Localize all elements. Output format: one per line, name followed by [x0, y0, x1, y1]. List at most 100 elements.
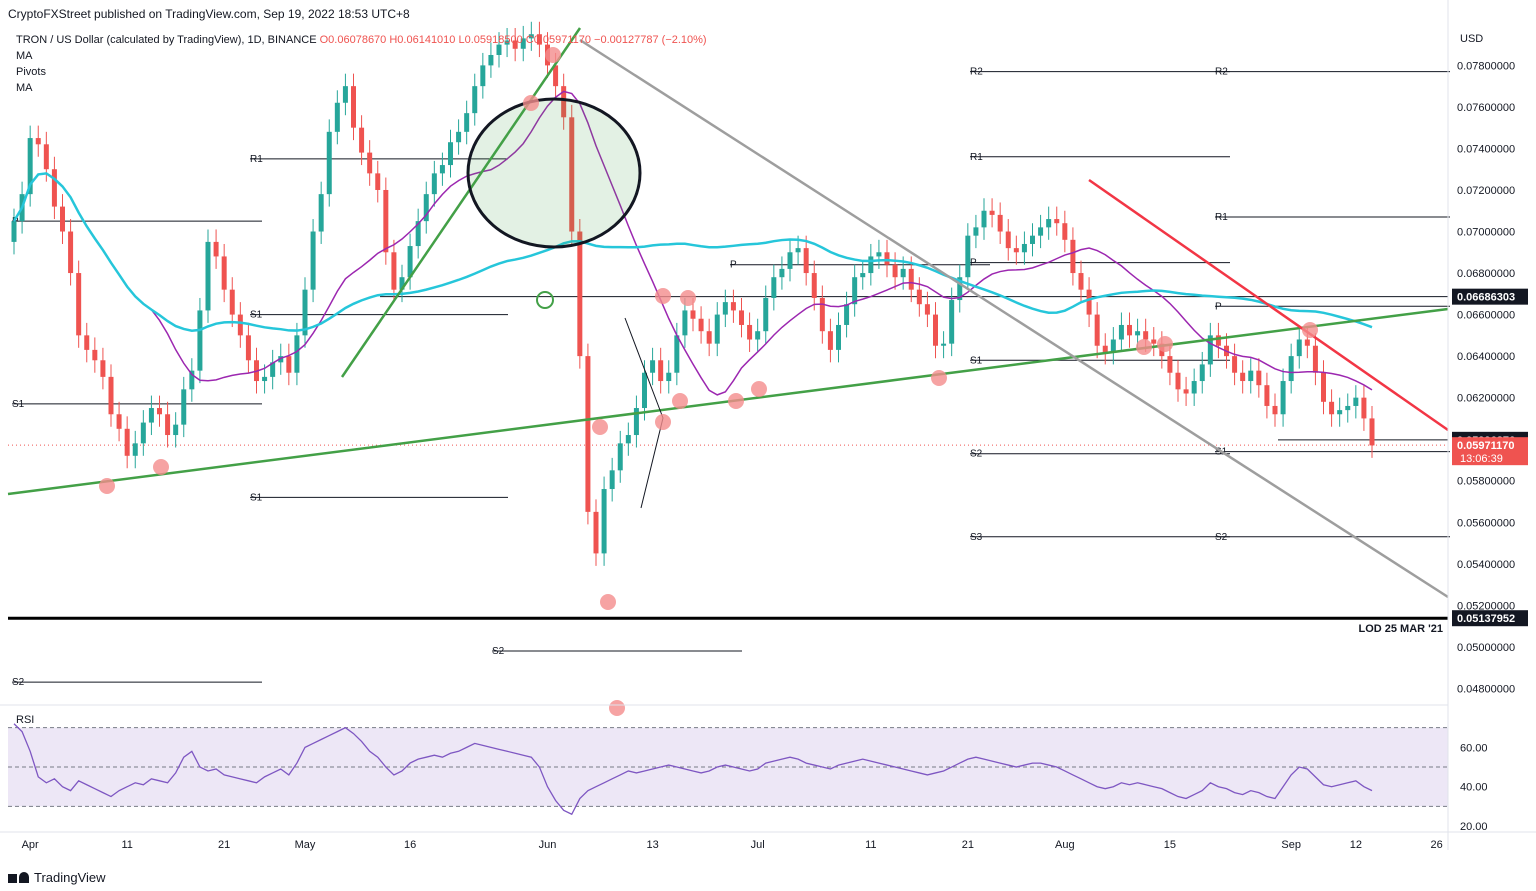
- candle-body: [674, 335, 680, 373]
- touch-marker: [751, 381, 767, 397]
- rsi-y-tick-label: 60.00: [1460, 742, 1488, 754]
- candle-body: [811, 273, 817, 298]
- candle-body: [334, 102, 340, 132]
- candle-body: [342, 86, 348, 103]
- y-tick-label: 0.07000000: [1457, 227, 1515, 239]
- legend-item-pivots[interactable]: Pivots: [16, 66, 46, 78]
- candle-body: [1110, 339, 1116, 352]
- candle-body: [625, 435, 631, 444]
- rsi-y-tick-label: 20.00: [1460, 821, 1488, 833]
- candles: [11, 21, 1375, 566]
- candle-body: [787, 252, 793, 269]
- candle-body: [351, 86, 356, 128]
- candle-body: [1304, 339, 1310, 346]
- candle-body: [229, 289, 235, 315]
- candle-body: [92, 349, 98, 361]
- x-tick-label: 26: [1431, 839, 1443, 851]
- candle-body: [76, 273, 82, 336]
- candle-body: [1135, 331, 1141, 336]
- pivot-level-label: P: [1215, 301, 1222, 312]
- candle-body: [819, 297, 825, 332]
- x-tick-label: 21: [962, 839, 974, 851]
- touch-marker: [1136, 339, 1152, 355]
- candle-body: [132, 443, 138, 456]
- candle-body: [836, 324, 841, 350]
- ascending-trendline: [7, 307, 1449, 496]
- candle-body: [1030, 235, 1035, 244]
- candle-body: [1256, 370, 1262, 386]
- candle-body: [933, 314, 938, 346]
- rsi-line: [13, 723, 1373, 816]
- candle-body: [779, 268, 785, 278]
- candle-body: [553, 65, 559, 87]
- x-tick-label: 15: [1164, 839, 1176, 851]
- candle-body: [213, 241, 219, 257]
- candle-body: [585, 356, 591, 512]
- candle-body: [642, 372, 647, 409]
- candle-body: [415, 221, 421, 247]
- candle-body: [1288, 356, 1294, 382]
- legend: TRON / US Dollar (calculated by TradingV…: [16, 32, 707, 96]
- pivot-level-label: S1: [250, 492, 263, 503]
- price-label-box: [1452, 437, 1528, 466]
- candle-body: [908, 268, 914, 290]
- rsi-y-tick-label: 40.00: [1460, 782, 1488, 794]
- y-tick-label: 0.06400000: [1457, 351, 1515, 363]
- legend-item-ma[interactable]: MA: [16, 50, 33, 62]
- candle-body: [375, 173, 381, 190]
- x-tick-label: 11: [865, 839, 876, 851]
- candle-body: [504, 40, 510, 45]
- candle-body: [60, 206, 65, 232]
- candle-body: [852, 277, 858, 305]
- pivot-level-label: R1: [970, 152, 983, 163]
- candle-body: [237, 314, 243, 336]
- candle-body: [205, 241, 211, 311]
- candle-body: [27, 138, 33, 195]
- candle-body: [1296, 339, 1302, 357]
- candle-body: [1280, 381, 1286, 415]
- candle-body: [496, 44, 502, 55]
- candle-body: [157, 408, 162, 415]
- x-tick-label: Aug: [1055, 839, 1075, 851]
- published-caption: CryptoFXStreet published on TradingView.…: [8, 7, 410, 21]
- candle-body: [1086, 289, 1092, 315]
- candle-body: [900, 268, 906, 278]
- x-tick-label: Apr: [22, 839, 39, 851]
- candle-body: [1361, 397, 1367, 419]
- touch-marker: [655, 288, 671, 304]
- candle-body: [561, 86, 567, 118]
- candle-body: [1054, 219, 1060, 224]
- rsi-title: RSI: [16, 714, 34, 726]
- candle-body: [973, 227, 979, 236]
- candle-body: [488, 54, 494, 66]
- x-tick-label: 13: [646, 839, 658, 851]
- candle-body: [318, 194, 324, 232]
- candle-body: [1102, 345, 1108, 352]
- candle-body: [536, 34, 542, 45]
- candle-body: [666, 372, 672, 382]
- candle-body: [124, 428, 130, 456]
- price-label-text: 0.05971170: [1457, 440, 1515, 452]
- candle-body: [472, 86, 478, 114]
- candle-body: [43, 144, 49, 170]
- candle-body: [1321, 372, 1326, 402]
- candle-body: [884, 252, 890, 265]
- candle-body: [1094, 314, 1100, 346]
- candle-body: [512, 40, 518, 49]
- footer-brand-text: TradingView: [34, 870, 106, 885]
- candle-body: [51, 169, 57, 207]
- candle-body: [431, 173, 437, 195]
- candle-body: [1127, 324, 1132, 336]
- rsi-panel: RSI: [8, 714, 1448, 816]
- candle-body: [601, 489, 607, 554]
- touch-marker: [728, 393, 744, 409]
- candle-body: [569, 117, 575, 232]
- legend-item-ma-2[interactable]: MA: [16, 82, 33, 94]
- candle-body: [480, 65, 486, 87]
- candle-body: [698, 318, 704, 332]
- pivot-level-label: R1: [1215, 212, 1228, 223]
- candle-body: [1369, 418, 1375, 446]
- pivot-level-label: S2: [1215, 532, 1228, 543]
- candle-body: [278, 356, 284, 363]
